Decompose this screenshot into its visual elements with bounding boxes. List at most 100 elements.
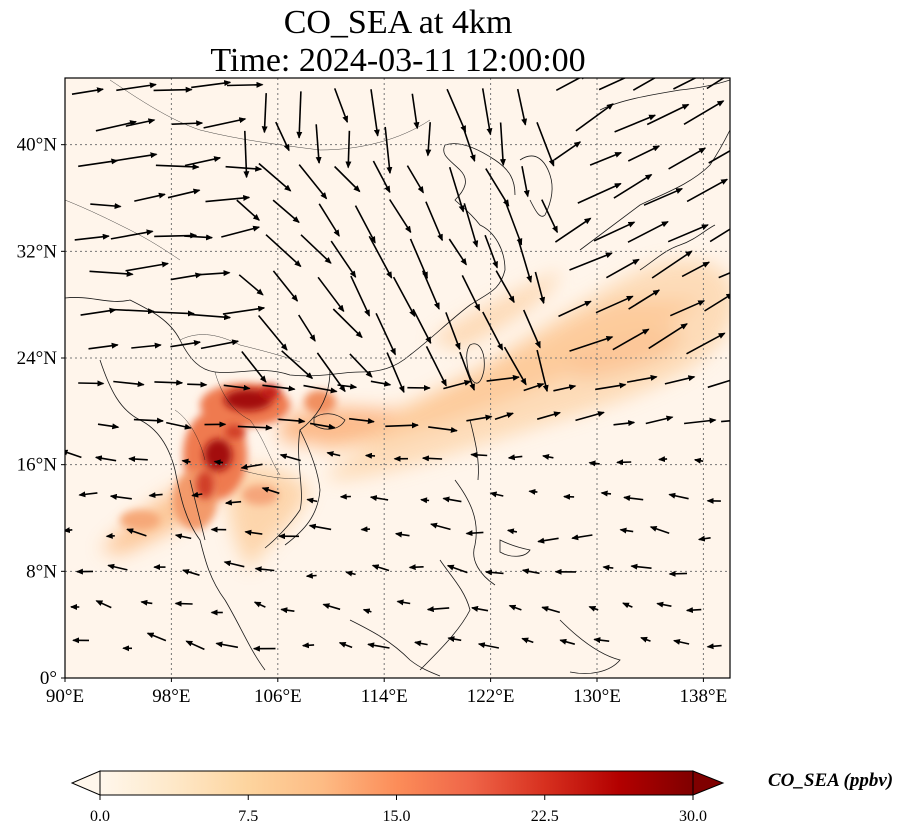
wind-arrow <box>430 522 451 531</box>
wind-arrow <box>171 120 204 127</box>
wind-arrow <box>536 122 555 167</box>
wind-arrow <box>426 606 450 613</box>
wind-arrow <box>155 163 200 170</box>
wind-arrow <box>272 199 300 224</box>
wind-arrow <box>78 158 119 168</box>
wind-arrow <box>541 606 561 614</box>
wind-arrow <box>318 203 340 237</box>
wind-arrow <box>174 600 193 607</box>
gridlines <box>65 78 730 678</box>
wind-arrow <box>213 459 224 466</box>
wind-arrow <box>622 602 633 609</box>
wind-arrow <box>571 534 593 541</box>
map-frame <box>64 77 731 679</box>
wind-arrow <box>528 488 538 495</box>
wind-arrow <box>375 312 397 356</box>
wind-arrow <box>167 188 201 199</box>
wind-arrow <box>683 100 725 125</box>
wind-arrow <box>89 270 134 277</box>
wind-arrow <box>392 276 416 318</box>
wind-arrow <box>555 78 588 92</box>
wind-arrow <box>425 346 447 387</box>
wind-arrow <box>628 289 661 310</box>
wind-arrow <box>65 449 82 459</box>
wind-arrow <box>448 166 465 213</box>
wind-arrow <box>465 530 484 537</box>
wind-arrow <box>522 309 541 349</box>
wind-arrow <box>262 384 296 392</box>
wind-arrow <box>447 636 462 643</box>
wind-arrow <box>367 642 390 649</box>
colorbar-extend-high <box>692 770 725 796</box>
wind-arrow <box>279 453 301 462</box>
wind-arrow <box>648 323 688 350</box>
wind-arrow <box>485 168 510 207</box>
wind-arrow <box>243 130 250 179</box>
coastlines <box>65 79 730 677</box>
wind-arrow <box>421 270 440 310</box>
wind-arrow <box>459 351 475 391</box>
wind-arrow <box>244 529 263 536</box>
wind-arrow <box>664 375 696 385</box>
wind-arrow <box>345 130 352 169</box>
colorbar-label: CO_SEA (ppbv) <box>768 770 894 791</box>
wind-arrow <box>225 165 263 172</box>
wind-arrow <box>462 128 476 162</box>
wind-arrow <box>281 350 314 380</box>
wind-arrow <box>504 200 523 246</box>
wind-arrow <box>94 455 117 462</box>
wind-arrow <box>537 537 559 544</box>
colorbar-tick-labels: 0.0 7.5 15.0 22.5 30.0 <box>90 795 707 825</box>
wind-arrow <box>113 152 158 162</box>
lat-tick-label: 40°N <box>17 135 58 156</box>
wind-arrow <box>602 564 614 571</box>
lon-tick-label: 98°E <box>152 686 190 707</box>
wind-arrow <box>668 492 689 500</box>
wind-arrow <box>223 560 245 568</box>
wind-arrow <box>334 165 361 193</box>
wind-arrow <box>651 250 693 279</box>
wind-arrow <box>612 328 650 351</box>
wind-arrow <box>298 164 328 200</box>
wind-arrow <box>166 421 192 430</box>
wind-arrow <box>646 103 690 126</box>
colorbar-tick-label: 22.5 <box>531 808 559 825</box>
wind-arrow <box>595 382 627 391</box>
wind-arrow <box>658 456 668 463</box>
wind-arrow <box>154 232 198 239</box>
wind-arrow <box>619 527 634 534</box>
wind-arrow <box>354 205 376 244</box>
wind-arrow <box>126 528 147 537</box>
wind-arrow <box>223 384 251 391</box>
wind-arrow <box>394 531 410 538</box>
wind-arrow <box>184 156 222 167</box>
wind-arrow <box>446 88 467 133</box>
wind-arrow <box>627 145 661 162</box>
wind-arrow <box>309 422 336 430</box>
wind-arrow <box>606 258 640 279</box>
wind-arrow <box>330 240 357 278</box>
wind-arrow <box>128 456 148 463</box>
wind-vector-field <box>65 78 730 652</box>
wind-arrow <box>443 380 472 390</box>
wind-arrow <box>71 87 104 95</box>
wind-arrow <box>626 374 658 383</box>
wind-arrow <box>187 381 208 388</box>
latitude-tick-labels: 0° 8°N 16°N 24°N 32°N 40°N <box>17 135 65 689</box>
wind-arrow <box>613 173 653 199</box>
wind-arrow <box>446 564 468 574</box>
wind-arrow <box>185 640 205 651</box>
wind-arrow <box>693 457 704 464</box>
wind-arrow <box>507 454 523 461</box>
wind-arrow <box>706 643 722 650</box>
wind-arrow <box>338 641 353 649</box>
wind-arrow <box>686 178 729 203</box>
wind-arrow <box>370 380 392 387</box>
lat-tick-label: 16°N <box>17 455 58 476</box>
wind-arrow <box>681 261 710 278</box>
wind-arrow <box>506 528 518 535</box>
wind-arrow <box>389 199 412 234</box>
wind-arrow <box>386 352 405 394</box>
wind-arrow <box>553 384 577 392</box>
colorbar-tick-label: 0.0 <box>90 808 110 825</box>
